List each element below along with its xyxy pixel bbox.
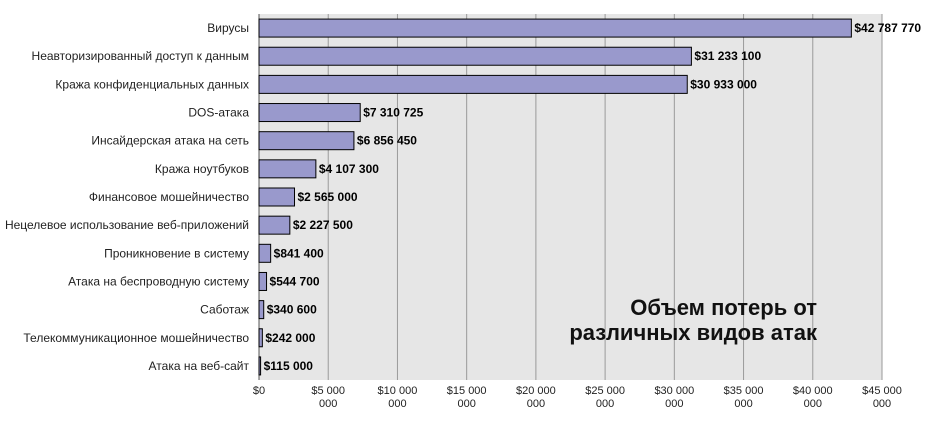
bar xyxy=(258,271,268,291)
category-label: Кража ноутбуков xyxy=(155,162,249,176)
category-label: Финансовое мошейничество xyxy=(89,190,249,204)
x-axis-ticks: $0 $5 000 000 $10 000 000 $15 000 000 $20 000 00… xyxy=(253,385,902,410)
x-tick-label: $20 000 000 xyxy=(516,385,556,410)
value-label: $242 000 xyxy=(265,331,315,345)
bar xyxy=(258,74,688,94)
bar xyxy=(258,103,361,123)
x-tick-label: $40 000 000 xyxy=(793,385,833,410)
category-label: Вирусы xyxy=(207,21,249,35)
x-tick-label: $35 000 000 xyxy=(724,385,764,410)
bar xyxy=(258,328,263,348)
bar xyxy=(258,18,852,38)
x-tick-label: $45 000 000 xyxy=(862,385,902,410)
bar xyxy=(258,243,272,263)
bar xyxy=(258,159,317,179)
bar xyxy=(258,46,692,66)
bars xyxy=(258,18,852,376)
value-label: $2 227 500 xyxy=(293,218,353,232)
category-label: Нецелевое использование веб-приложений xyxy=(5,218,249,232)
x-tick-label: $25 000 000 xyxy=(585,385,625,410)
category-label: Атака на беспроводную систему xyxy=(68,274,249,288)
chart-title-line: различных видов атак xyxy=(569,320,818,345)
category-label: Кража конфиденциальных данных xyxy=(55,77,249,91)
value-label: $115 000 xyxy=(264,359,314,373)
x-tick-label: $30 000 000 xyxy=(654,385,694,410)
chart-title-line: Объем потерь от xyxy=(630,295,817,320)
x-tick-label: $5 000 000 xyxy=(311,385,345,410)
value-label: $4 107 300 xyxy=(319,162,379,176)
category-label: Инсайдерская атака на сеть xyxy=(91,134,249,148)
value-label: $31 233 100 xyxy=(694,49,761,63)
bar xyxy=(258,215,291,235)
value-labels: $42 787 770 $31 233 100 $30 933 000 $7 310 … xyxy=(264,21,922,373)
x-tick-label: $0 xyxy=(253,385,265,397)
category-label: Атака на веб-сайт xyxy=(149,359,250,373)
x-tick-label: $10 000 000 xyxy=(378,385,418,410)
category-labels: Вирусы Неавторизированный доступ к данным… xyxy=(5,21,250,373)
value-label: $841 400 xyxy=(274,246,324,260)
value-label: $42 787 770 xyxy=(854,21,921,35)
value-label: $6 856 450 xyxy=(357,134,417,148)
value-label: $2 565 000 xyxy=(298,190,358,204)
category-label: Телекоммуникационное мошейничество xyxy=(23,331,249,345)
value-label: $544 700 xyxy=(270,274,320,288)
category-label: Проникновение в систему xyxy=(104,246,249,260)
value-label: $7 310 725 xyxy=(363,106,423,120)
bar xyxy=(258,300,265,320)
bar xyxy=(258,131,355,151)
bar xyxy=(258,356,262,376)
x-tick-label: $15 000 000 xyxy=(447,385,487,410)
category-label: DOS-атака xyxy=(188,106,249,120)
category-label: Неавторизированный доступ к данным xyxy=(32,49,249,63)
category-label: Саботаж xyxy=(200,303,249,317)
bar xyxy=(258,187,296,207)
value-label: $30 933 000 xyxy=(690,77,757,91)
value-label: $340 600 xyxy=(267,303,317,317)
